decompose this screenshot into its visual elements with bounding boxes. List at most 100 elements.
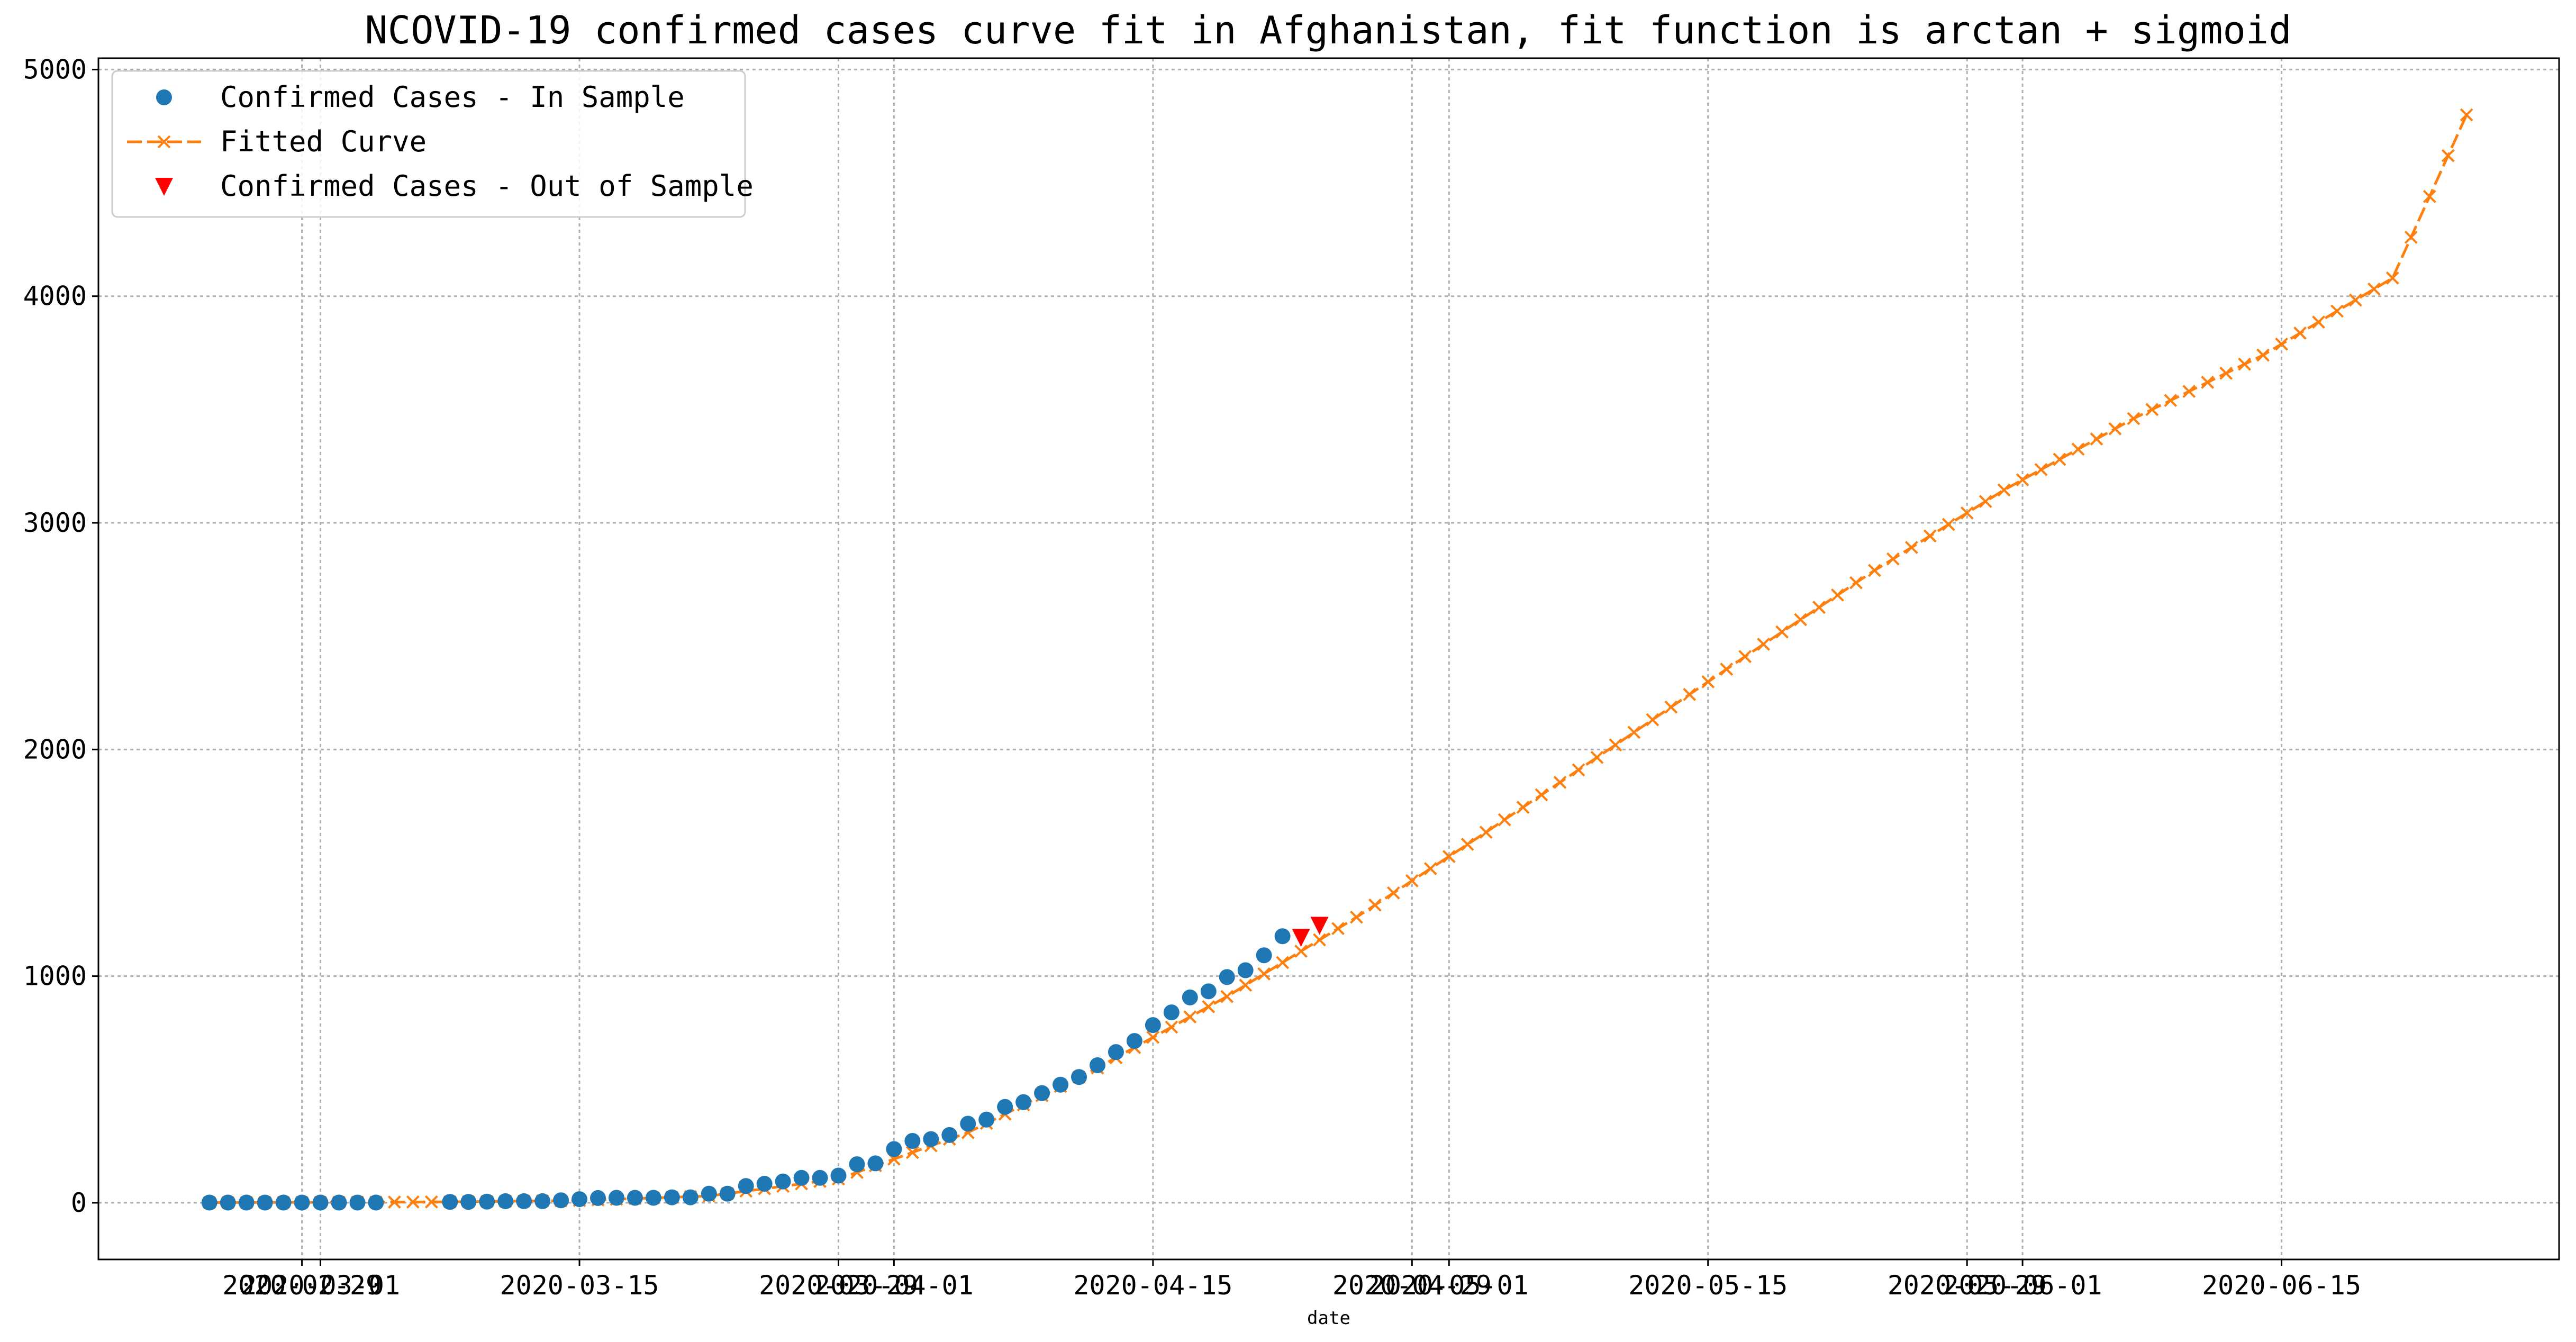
in-sample-point (978, 1111, 995, 1128)
in-sample-point (812, 1169, 828, 1186)
fitted-curve-marker (1165, 1020, 1178, 1034)
fitted-curve-marker (1960, 506, 1974, 520)
fitted-curve-marker (2034, 463, 2048, 476)
fitted-curve-marker (1294, 945, 1308, 958)
in-sample-point (867, 1155, 884, 1172)
fitted-curve-marker (1942, 518, 1955, 531)
fitted-curve-marker (1146, 1030, 1160, 1044)
fitted-curve-marker (2164, 394, 2178, 407)
fitted-curve-marker (1257, 967, 1271, 981)
fitted-curve-marker (1923, 529, 1937, 543)
in-sample-point (886, 1141, 902, 1157)
fitted-curve-marker (2367, 282, 2381, 296)
y-tick-label: 3000 (23, 507, 87, 538)
in-sample-point (775, 1173, 791, 1190)
in-sample-point (960, 1116, 976, 1132)
out-of-sample-point (1292, 929, 1310, 947)
in-sample-point (497, 1193, 514, 1209)
fitted-curve-marker (905, 1146, 919, 1159)
fitted-curve-marker (1664, 700, 1678, 714)
in-sample-point (904, 1132, 921, 1149)
in-sample-point (1237, 962, 1254, 978)
in-sample-point (1145, 1017, 1161, 1033)
fitted-curve-marker (2238, 357, 2252, 371)
fitted-curve-marker (2330, 304, 2344, 318)
y-tick-label: 2000 (23, 734, 87, 765)
fitted-curve-marker (2108, 422, 2122, 436)
in-sample-point (1126, 1033, 1142, 1049)
in-sample-point (701, 1185, 717, 1202)
in-sample-point (1219, 969, 1235, 985)
x-tick-label: 2020-03-15 (500, 1270, 659, 1301)
fitted-curve-marker (1498, 813, 1511, 827)
fitted-curve-marker (2053, 452, 2066, 466)
fitted-curve-marker (1775, 625, 1789, 639)
fitted-curve-marker (1535, 788, 1548, 802)
legend-marker-out-of-sample (155, 178, 173, 196)
in-sample-point (1274, 928, 1291, 945)
fitted-curve-marker (1202, 1000, 1216, 1013)
fitted-curve-marker (1794, 613, 1807, 627)
x-tick-label: 2020-03-29 (759, 1270, 918, 1301)
legend: Confirmed Cases - In Sample Fitted Curve C… (111, 70, 754, 218)
fitted-curve-marker (2256, 348, 2270, 362)
in-sample-point (849, 1156, 865, 1173)
fitted-curve-marker (1479, 826, 1493, 839)
fitted-curve-marker (2460, 108, 2473, 122)
fitted-curve-marker (1904, 541, 1918, 554)
fitted-curve-marker (1553, 776, 1567, 789)
fitted-curve-marker (1738, 650, 1752, 664)
in-sample-point (997, 1099, 1013, 1115)
fitted-curve-marker (1183, 1010, 1197, 1024)
in-sample-point (534, 1193, 551, 1209)
in-sample-point (1108, 1044, 1124, 1060)
fitted-curve-marker (1239, 978, 1253, 992)
in-sample-point (1071, 1069, 1087, 1085)
in-sample-point (349, 1194, 366, 1211)
fitted-curve-marker (1461, 838, 1474, 851)
in-sample-point (479, 1193, 495, 1210)
legend-box (111, 70, 746, 218)
x-tick-label: 2020-04-29 (1332, 1270, 1492, 1301)
in-sample-point (830, 1167, 847, 1184)
fitted-curve-marker (1331, 922, 1345, 936)
in-sample-point (1089, 1057, 1105, 1073)
in-sample-point (460, 1194, 477, 1210)
out-of-sample-point (1310, 917, 1329, 935)
legend-marker-fitted (157, 135, 171, 149)
fitted-curve-marker (1720, 663, 1734, 676)
in-sample-point (645, 1190, 661, 1206)
fitted-curve-marker (424, 1195, 438, 1209)
in-sample-point (682, 1189, 699, 1205)
fitted-curve-marker (1979, 495, 1992, 509)
in-sample-point (257, 1194, 273, 1211)
chart-title: NCOVID-19 confirmed cases curve fit in A… (365, 8, 2291, 52)
x-tick-label: 2020-04-15 (1073, 1270, 1232, 1301)
in-sample-point (1053, 1076, 1069, 1093)
y-tick-label: 4000 (23, 281, 87, 312)
in-sample-point (589, 1190, 606, 1206)
fitted-curve-marker (2201, 376, 2215, 389)
fitted-curve-marker (1276, 956, 1290, 969)
fitted-curve-marker (406, 1195, 420, 1209)
in-sample-point (719, 1185, 736, 1202)
in-sample-point (627, 1190, 643, 1206)
legend-label: Fitted Curve (220, 125, 427, 158)
fitted-curve-marker (1627, 726, 1641, 739)
in-sample-point (1182, 989, 1198, 1005)
y-tick-label: 0 (71, 1187, 87, 1218)
fitted-curve-marker (2145, 403, 2159, 416)
fitted-curve-marker (1867, 564, 1881, 577)
fitted-curve-marker (1423, 862, 1437, 875)
in-sample-point (294, 1194, 310, 1211)
fitted-curve-marker (1516, 801, 1530, 814)
fitted-curve-marker (2016, 473, 2029, 487)
fitted-curve-marker (2275, 337, 2288, 351)
fitted-curve-marker (1609, 738, 1622, 752)
fitted-curve-marker (1368, 898, 1382, 912)
fitted-curve-marker (1590, 750, 1604, 764)
in-sample-point (238, 1194, 255, 1211)
fitted-curve-line (209, 114, 2468, 1204)
plot-frame (97, 57, 2560, 1261)
plot-series (201, 108, 2473, 1211)
